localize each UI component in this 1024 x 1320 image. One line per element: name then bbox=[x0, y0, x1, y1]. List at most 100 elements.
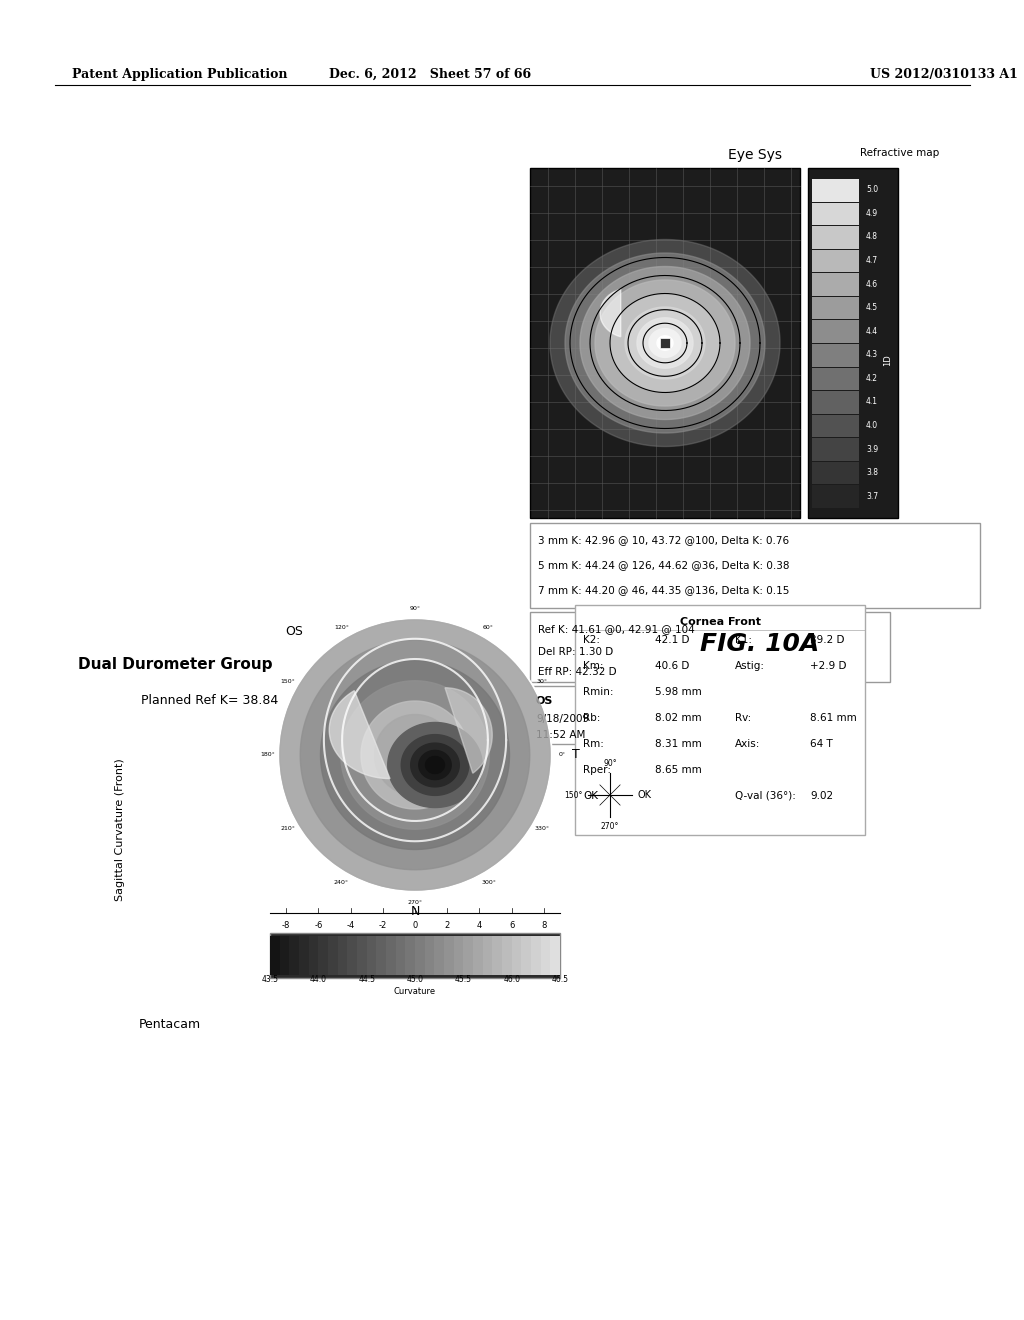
Text: 7 mm K: 44.20 @ 46, 44.35 @136, Delta K: 0.15: 7 mm K: 44.20 @ 46, 44.35 @136, Delta K:… bbox=[538, 585, 790, 595]
Text: 5.98 mm: 5.98 mm bbox=[655, 686, 701, 697]
Bar bbox=[270, 936, 280, 975]
Text: 4.5: 4.5 bbox=[866, 304, 879, 312]
Text: Axis:: Axis: bbox=[735, 739, 761, 748]
Text: 44.5: 44.5 bbox=[358, 975, 375, 983]
Text: 0: 0 bbox=[413, 921, 418, 931]
Bar bbox=[812, 249, 859, 272]
Bar bbox=[367, 936, 377, 975]
Text: 150°: 150° bbox=[564, 791, 583, 800]
Text: Rv:: Rv: bbox=[735, 713, 752, 723]
Bar bbox=[530, 686, 625, 744]
Bar bbox=[512, 936, 521, 975]
Bar bbox=[454, 936, 463, 975]
Bar bbox=[812, 391, 859, 413]
Text: Pentacam: Pentacam bbox=[139, 1019, 201, 1031]
Polygon shape bbox=[445, 688, 493, 774]
Bar bbox=[280, 936, 290, 975]
Bar bbox=[463, 936, 473, 975]
Circle shape bbox=[278, 618, 552, 892]
Text: 240°: 240° bbox=[334, 880, 349, 884]
Text: Ref K: 41.61 @0, 42.91 @ 104: Ref K: 41.61 @0, 42.91 @ 104 bbox=[538, 624, 694, 634]
Text: 4.6: 4.6 bbox=[866, 280, 879, 289]
Text: 90°: 90° bbox=[603, 759, 616, 768]
Polygon shape bbox=[580, 267, 750, 420]
Text: OK: OK bbox=[583, 791, 598, 801]
Text: 43.5: 43.5 bbox=[261, 975, 279, 983]
Bar bbox=[812, 462, 859, 484]
Text: 45.5: 45.5 bbox=[455, 975, 472, 983]
Bar bbox=[530, 523, 980, 609]
Text: Rb:: Rb: bbox=[583, 713, 600, 723]
Text: 330°: 330° bbox=[535, 826, 550, 832]
Polygon shape bbox=[361, 701, 469, 809]
Text: Refractive map: Refractive map bbox=[860, 148, 940, 158]
Text: Rmin:: Rmin: bbox=[583, 686, 613, 697]
Polygon shape bbox=[550, 239, 780, 446]
Text: Planned Ref K= 38.84: Planned Ref K= 38.84 bbox=[141, 693, 279, 706]
Bar bbox=[299, 936, 308, 975]
Text: 8.65 mm: 8.65 mm bbox=[655, 766, 701, 775]
Polygon shape bbox=[637, 318, 693, 368]
Bar bbox=[812, 321, 859, 343]
Bar bbox=[502, 936, 512, 975]
Text: 4.3: 4.3 bbox=[866, 350, 879, 359]
Polygon shape bbox=[341, 681, 489, 829]
Text: K2:: K2: bbox=[583, 635, 600, 645]
Text: 8.02 mm: 8.02 mm bbox=[655, 713, 701, 723]
Bar bbox=[521, 936, 531, 975]
Text: 4.0: 4.0 bbox=[866, 421, 879, 430]
Text: 60°: 60° bbox=[483, 626, 494, 630]
Bar bbox=[395, 936, 406, 975]
Bar bbox=[482, 936, 493, 975]
Bar bbox=[812, 273, 859, 296]
Text: Sagittal Curvature (Front): Sagittal Curvature (Front) bbox=[115, 759, 125, 902]
Polygon shape bbox=[419, 751, 452, 780]
Text: 4.4: 4.4 bbox=[866, 327, 879, 335]
Text: FIG. 10A: FIG. 10A bbox=[700, 632, 819, 656]
Text: T: T bbox=[572, 748, 580, 762]
Bar bbox=[347, 936, 357, 975]
Bar bbox=[541, 936, 550, 975]
Polygon shape bbox=[321, 660, 510, 850]
Bar bbox=[415, 936, 425, 975]
Bar bbox=[357, 936, 367, 975]
Text: 150°: 150° bbox=[281, 678, 295, 684]
Text: 3.7: 3.7 bbox=[866, 492, 879, 500]
Text: OS: OS bbox=[536, 696, 553, 706]
Text: 5.0: 5.0 bbox=[866, 185, 879, 194]
Bar bbox=[318, 936, 328, 975]
Text: 3 mm K: 42.96 @ 10, 43.72 @100, Delta K: 0.76: 3 mm K: 42.96 @ 10, 43.72 @100, Delta K:… bbox=[538, 535, 790, 545]
Bar bbox=[812, 438, 859, 461]
Text: 4.9: 4.9 bbox=[866, 209, 879, 218]
Text: Rper:: Rper: bbox=[583, 766, 611, 775]
Bar bbox=[328, 936, 338, 975]
Text: -4: -4 bbox=[346, 921, 354, 931]
Polygon shape bbox=[625, 308, 705, 379]
Text: US 2012/0310133 A1: US 2012/0310133 A1 bbox=[870, 69, 1018, 81]
Text: 3.8: 3.8 bbox=[866, 469, 878, 477]
Bar bbox=[406, 936, 415, 975]
Text: 64 T: 64 T bbox=[810, 739, 833, 748]
Text: 8.61 mm: 8.61 mm bbox=[810, 713, 857, 723]
Bar bbox=[531, 936, 541, 975]
Text: 45.0: 45.0 bbox=[407, 975, 424, 983]
Text: 4.7: 4.7 bbox=[866, 256, 879, 265]
Bar bbox=[812, 486, 859, 508]
Text: K1:: K1: bbox=[735, 635, 752, 645]
Text: 180°: 180° bbox=[261, 752, 275, 758]
Text: 90°: 90° bbox=[410, 606, 421, 610]
Bar bbox=[425, 936, 434, 975]
Text: -2: -2 bbox=[379, 921, 387, 931]
Text: -6: -6 bbox=[314, 921, 323, 931]
Bar bbox=[812, 414, 859, 437]
Bar bbox=[660, 338, 670, 348]
Text: Rm:: Rm: bbox=[583, 739, 604, 748]
Polygon shape bbox=[280, 620, 550, 890]
Bar bbox=[550, 936, 560, 975]
Polygon shape bbox=[375, 714, 456, 796]
Bar bbox=[473, 936, 482, 975]
Text: 210°: 210° bbox=[281, 826, 295, 832]
Text: N: N bbox=[411, 906, 420, 917]
Text: 4.8: 4.8 bbox=[866, 232, 878, 242]
Text: Del RP: 1.30 D: Del RP: 1.30 D bbox=[538, 647, 613, 657]
